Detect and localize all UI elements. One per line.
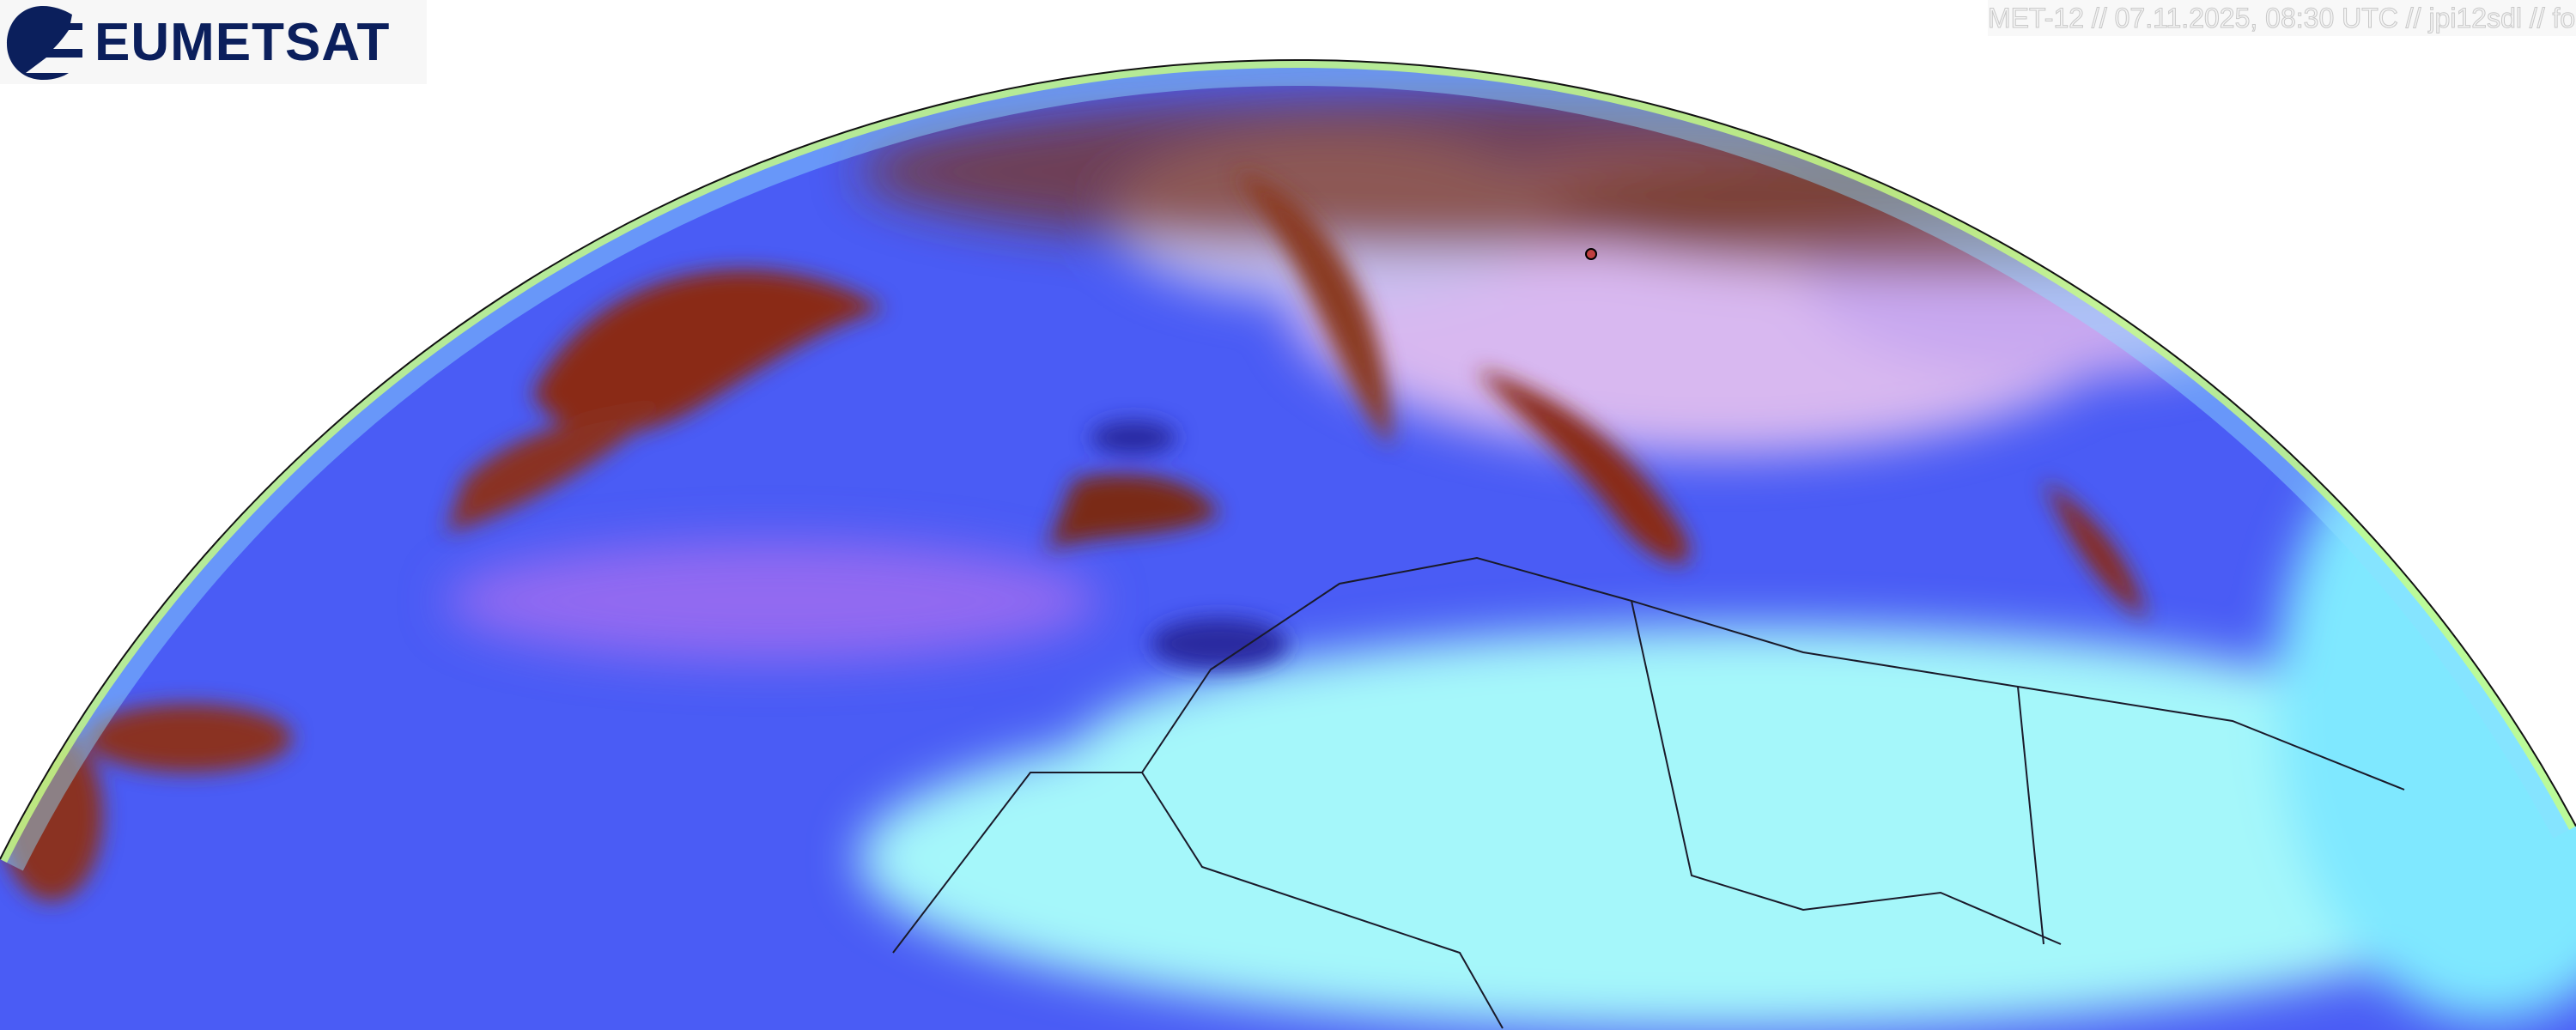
image-caption: MET-12 // 07.11.2025, 08:30 UTC // jpi12… — [1988, 0, 2576, 36]
borders — [892, 556, 2405, 1029]
earth-limb — [0, 59, 2576, 860]
location-marker — [1585, 248, 1597, 260]
eumetsat-emblem-icon — [7, 6, 82, 80]
logo-text: EUMETSAT — [94, 12, 391, 72]
eumetsat-logo: EUMETSAT — [0, 0, 427, 84]
cloud-bands — [0, 172, 2147, 901]
